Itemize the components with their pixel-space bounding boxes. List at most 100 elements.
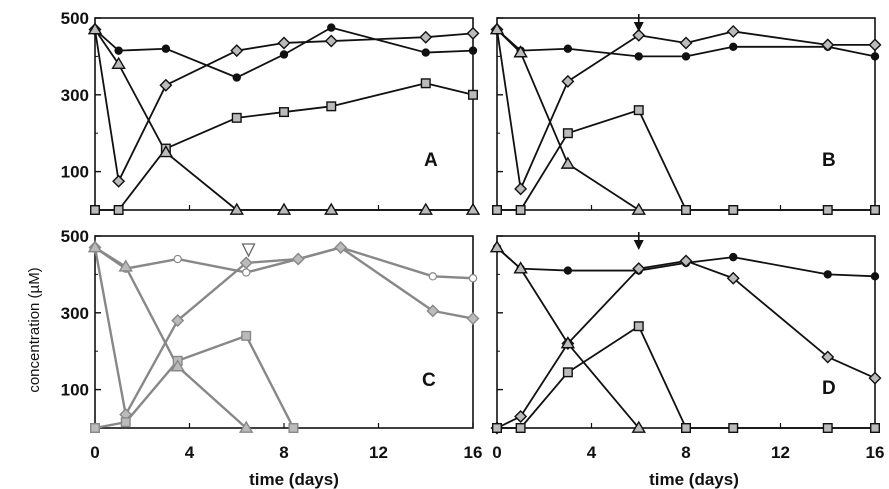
panel-c-diamond-point (239, 256, 253, 270)
panel-c-square-point (241, 330, 252, 341)
panel-b-triangle-point (560, 156, 576, 169)
panel-a-triangle-point (465, 202, 481, 215)
panel-d-circle-point (729, 252, 738, 262)
panel-c-diamond-point (466, 312, 480, 326)
panel-c-square-point (288, 423, 299, 434)
panel-b-diamond-point (561, 74, 575, 88)
panel-d-square-point (870, 423, 881, 434)
panel-a-diamond-point (466, 26, 480, 40)
panel-a-ytick-label-500: 500 (61, 9, 89, 28)
panel-d-square-point (492, 423, 503, 434)
panel-b-circle-point (681, 52, 691, 61)
panel-d-circle-line (496, 246, 876, 278)
x-axis-label-right: time (days) (649, 470, 739, 489)
panel-d-xtick-label-0: 0 (492, 443, 501, 462)
panel-b-square-point (822, 204, 833, 215)
panel-b-square-point (633, 105, 644, 116)
panel-c-xtick-label-4: 4 (185, 443, 195, 462)
plots: 100 300 500 A B 100 300 500 0 4 8 12 16 C 0 4 8 12 16 D (61, 9, 885, 462)
panel-b-circle-line (496, 28, 876, 58)
panel-b-triangle-point (489, 22, 505, 35)
panel-b-arrow-icon (633, 22, 644, 32)
panel-a-circle-point (421, 48, 430, 57)
panel-a-triangle-point (324, 202, 339, 215)
panel-a-square-point (326, 101, 337, 112)
panel-d-square-point (515, 423, 526, 434)
panel-d-arrow-icon (633, 240, 644, 250)
panel-b-diamond-point (868, 38, 882, 52)
panel-c-xtick-label-8: 8 (279, 443, 288, 462)
panel-c-ytick-label-100: 100 (61, 381, 89, 400)
panel-d-triangle-point (631, 420, 646, 433)
panel-d-circle-point (563, 266, 573, 275)
panel-d-xtick-label-12: 12 (771, 443, 790, 462)
panel-d-diamond-point (632, 262, 646, 276)
panel-a-ytick-label-100: 100 (61, 163, 89, 182)
panel-c-ytick-label-300: 300 (61, 304, 89, 323)
panel-c-label: C (422, 370, 436, 391)
panel-d-diamond-point (868, 371, 882, 385)
panel-b-triangle-point (631, 202, 646, 215)
panel-b-square-point (681, 204, 692, 215)
panel-c-ytick-label-500: 500 (61, 227, 89, 246)
panel-a-square-point (89, 204, 100, 215)
panel-b-diamond-point (821, 38, 835, 52)
panel-a-square-point (420, 78, 431, 89)
panel-d-xtick-label-16: 16 (866, 443, 885, 462)
panel-c-triangle-point (170, 359, 185, 372)
panel-c-triangle-point (87, 240, 103, 253)
panel-a-square-line (95, 82, 474, 211)
panel-a-circle-line (94, 26, 474, 79)
panel-b-triangle-point (513, 45, 528, 58)
panel-c-diamond-point (171, 313, 185, 327)
panel-b-diamond-line (496, 29, 875, 190)
panel-c-diamond-point (291, 252, 305, 266)
panel-a-circle-point (114, 46, 123, 55)
panel-a-triangle-point (87, 22, 103, 35)
panel-c-triangle-line (94, 246, 248, 429)
panel-a-circle-point (232, 73, 241, 82)
panel-a-triangle-point (276, 202, 292, 215)
panel-d-diamond-point (679, 254, 693, 268)
panel-d-label: D (822, 378, 836, 399)
panel-a-diamond-point (159, 78, 173, 92)
panel-b-label: B (822, 150, 836, 171)
panel-a-label: A (424, 150, 438, 171)
panel-b-diamond-point (632, 28, 646, 42)
panel-c-xtick-label-16: 16 (464, 443, 483, 462)
panel-d-diamond-point (726, 271, 740, 285)
panel-a-diamond-point (277, 36, 291, 50)
panel-c-xtick-label-0: 0 (90, 443, 99, 462)
panel-b-square-point (492, 204, 503, 215)
panel-a-triangle-point (229, 202, 244, 215)
panel-a-triangle-line (94, 29, 473, 211)
panel-b-square-point (562, 128, 573, 139)
panel-b-circle-point (870, 52, 880, 61)
panel-d-diamond-point (821, 350, 835, 364)
panel-c-diamond-line (93, 246, 474, 416)
panel-b-circle-point (729, 42, 738, 52)
panel-c-circle-line (94, 246, 474, 280)
panel-b-circle-point (634, 52, 643, 61)
panel-a-diamond-line (94, 29, 474, 183)
panel-a-circle-point (468, 46, 478, 55)
panel-d-triangle-point (513, 261, 528, 274)
panel-a-circle-point (279, 50, 289, 59)
panel-b-circle-point (563, 44, 573, 53)
panel-b-triangle-line (496, 28, 640, 211)
panel-b-diamond-point (679, 36, 693, 50)
panel-b-square-point (728, 204, 739, 215)
panel-d-xtick-label-4: 4 (587, 443, 597, 462)
y-axis-label: concentration (µM) (26, 267, 43, 392)
panel-d-square-point (822, 423, 833, 434)
panel-a-square-point (468, 89, 479, 100)
panel-c-xtick-label-12: 12 (369, 443, 388, 462)
panel-a-square-point (231, 112, 242, 123)
panel-a-triangle-point (158, 145, 174, 158)
panel-a-diamond-point (112, 174, 126, 188)
panel-d-square-point (681, 423, 692, 434)
panel-d-square-point (633, 321, 644, 332)
panel-a-square-point (113, 204, 124, 215)
panel-c-circle-point (468, 274, 478, 283)
